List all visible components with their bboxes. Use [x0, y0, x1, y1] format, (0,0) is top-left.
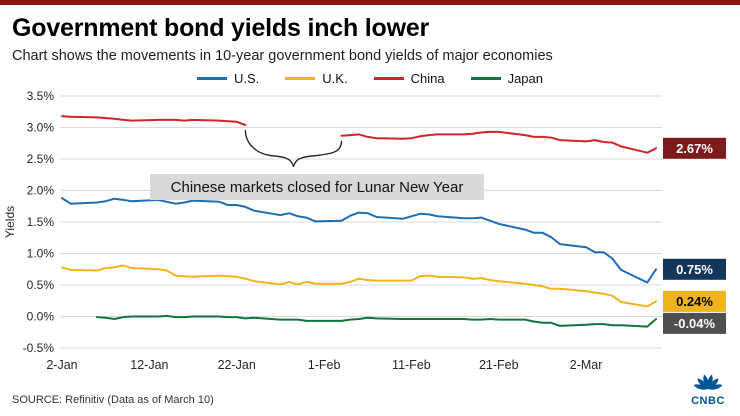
y-axis-tick-label: 0.5% — [27, 278, 55, 292]
cnbc-logo-text: CNBC — [691, 395, 725, 407]
yield-line-chart: 3.5% 3.0% 2.5% 2.0% 1.5% 1.0% 0.5% 0.0% -0.5% 2-J… — [3, 89, 726, 372]
legend-label-uk: U.K. — [322, 70, 348, 86]
end-label-box-uk — [663, 290, 726, 312]
legend-swatch-japan — [470, 76, 501, 80]
x-axis-tick-label: 21-Feb — [479, 358, 519, 372]
chart-legend: U.S. U.K. China Japan — [0, 68, 740, 88]
y-axis-tick-label: 1.5% — [27, 215, 55, 229]
end-label-us: 0.75% — [676, 262, 713, 277]
series-line-us — [61, 197, 657, 284]
footer: SOURCE: Refinitiv (Data as of March 10) … — [0, 372, 740, 416]
y-axis-tick-label: 2.5% — [27, 152, 55, 166]
end-label-japan: -0.04% — [674, 316, 716, 331]
chart-header: Government bond yields inch lower Chart … — [0, 5, 740, 64]
legend-item-us: U.S. — [197, 71, 259, 86]
y-axis-tick-label: 0.0% — [27, 310, 55, 324]
y-axis-tick-label: -0.5% — [23, 341, 55, 355]
legend-item-china: China — [373, 70, 445, 86]
legend-swatch-uk — [285, 76, 316, 80]
legend-item-uk: U.K. — [285, 70, 348, 86]
legend-label-japan: Japan — [507, 70, 543, 86]
end-label-box-japan — [663, 312, 726, 334]
y-axis-tick-label: 3.5% — [27, 89, 55, 103]
page-subtitle: Chart shows the movements in 10-year gov… — [12, 48, 553, 64]
end-label-box-china — [663, 137, 726, 159]
x-axis-tick-label: 22-Jan — [218, 358, 256, 372]
end-label-box-us — [663, 258, 726, 280]
x-axis-tick-label: 2-Jan — [46, 358, 77, 372]
legend-label-china: China — [410, 70, 445, 86]
legend-swatch-china — [373, 76, 404, 80]
series-line-japan — [95, 314, 657, 328]
series-line-china — [61, 115, 247, 126]
end-label-uk: 0.24% — [676, 294, 713, 309]
legend-swatch-us — [197, 76, 227, 80]
y-axis-title: Yields — [3, 206, 17, 238]
peacock-icon — [693, 374, 723, 390]
series-line-china — [340, 130, 657, 154]
x-axis-tick-label: 11-Feb — [392, 358, 431, 372]
end-label-china: 2.67% — [676, 141, 713, 156]
x-axis-tick-label: 1-Feb — [308, 358, 341, 372]
accent-bar — [0, 0, 740, 5]
source-note: SOURCE: Refinitiv (Data as of March 10) — [12, 394, 214, 406]
annotation-box — [150, 174, 484, 200]
legend-item-japan: Japan — [470, 70, 543, 86]
y-axis-tick-label: 2.0% — [27, 184, 55, 198]
lunar-new-year-brace — [244, 129, 343, 167]
y-axis-tick-label: 1.0% — [27, 247, 55, 261]
series-line-uk — [61, 264, 657, 308]
cnbc-logo: CNBC — [691, 374, 725, 407]
legend-label-us: U.S. — [234, 70, 260, 86]
x-axis-tick-label: 12-Jan — [130, 358, 168, 372]
page-title: Government bond yields inch lower — [12, 14, 430, 42]
x-axis-tick-label: 2-Mar — [570, 358, 603, 372]
annotation-text: Chinese markets closed for Lunar New Yea… — [171, 179, 464, 196]
y-axis-tick-label: 3.0% — [27, 121, 55, 135]
